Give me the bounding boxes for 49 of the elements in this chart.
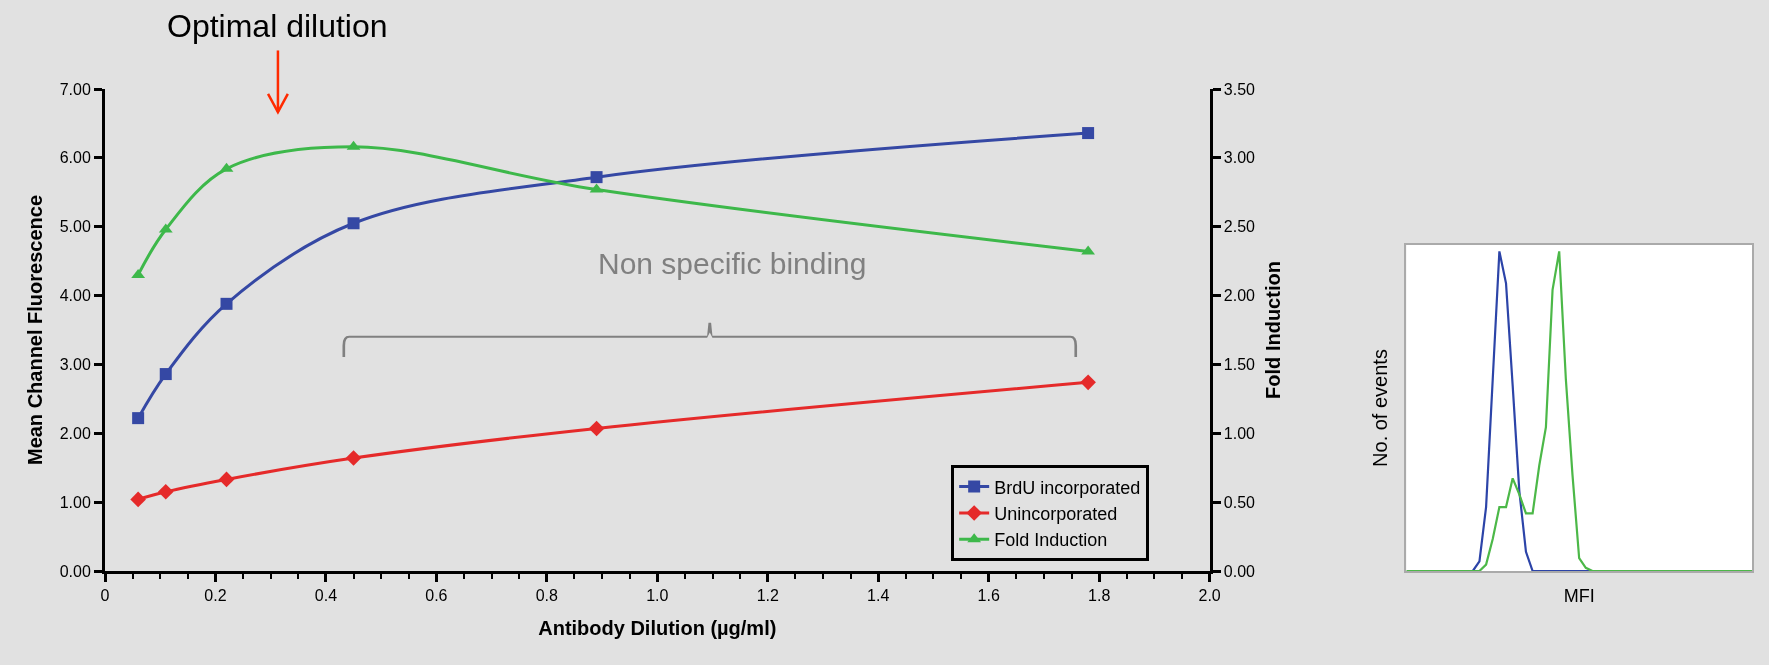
- x-tick-label: 1.6: [977, 587, 1000, 605]
- annotation: Non specific binding: [598, 247, 867, 280]
- y-tick-label: 3.00: [59, 356, 91, 374]
- x-tick-label: 1.8: [1088, 587, 1111, 605]
- x-tick-label: 1.2: [756, 587, 779, 605]
- point: [347, 217, 360, 230]
- point: [590, 171, 603, 184]
- y2-tick-label: 2.50: [1223, 218, 1256, 236]
- legend-label: BrdU incorporated: [994, 477, 1141, 498]
- point: [130, 491, 146, 508]
- text: Optimal dilution: [167, 8, 388, 44]
- y2-tick-label: 0.50: [1223, 493, 1256, 511]
- x-tick-label: 0.2: [204, 587, 227, 605]
- point: [588, 420, 605, 437]
- x-axis-title: MFI: [1563, 586, 1595, 607]
- y2-tick-label: 3.50: [1223, 80, 1256, 98]
- y-tick-label: 4.00: [59, 287, 91, 305]
- legend-label: Fold Induction: [994, 530, 1108, 551]
- y2-tick-label: 1.00: [1223, 424, 1256, 442]
- x-tick-label: 0: [100, 587, 110, 605]
- point: [1080, 374, 1096, 391]
- y-tick-label: 5.00: [59, 218, 91, 236]
- y2-tick-label: 3.00: [1223, 149, 1256, 167]
- x-axis-title: Antibody Dilution (µg/ml): [538, 616, 777, 639]
- legend-label: Unincorporated: [994, 503, 1118, 524]
- y2-axis-title: Fold Induction: [1261, 261, 1284, 399]
- y2-tick-label: 2.00: [1223, 287, 1256, 305]
- y2-tick-label: 0.00: [1223, 562, 1256, 580]
- point: [157, 484, 174, 500]
- point: [220, 297, 233, 310]
- y-tick-label: 0.00: [59, 562, 91, 580]
- y2-tick-label: 1.50: [1223, 356, 1256, 374]
- x-tick-label: 0.8: [535, 587, 559, 605]
- y-axis-title: No. of events: [1368, 349, 1391, 467]
- point: [345, 450, 362, 466]
- y-tick-label: 1.00: [59, 493, 91, 511]
- x-tick-label: 2.0: [1198, 587, 1221, 605]
- point: [218, 471, 235, 488]
- x-tick-label: 0.4: [314, 587, 338, 605]
- y-tick-label: 6.00: [59, 149, 91, 167]
- x-tick-label: 0.6: [425, 587, 448, 605]
- y-axis-title: Mean Channel Fluorescence: [24, 194, 47, 466]
- x-tick-label: 1.4: [867, 587, 890, 605]
- point: [1082, 127, 1095, 140]
- y-tick-label: 7.00: [59, 80, 91, 98]
- point: [132, 412, 145, 425]
- point: [159, 368, 172, 381]
- y-tick-label: 2.00: [59, 424, 91, 442]
- x-tick-label: 1.0: [646, 587, 669, 605]
